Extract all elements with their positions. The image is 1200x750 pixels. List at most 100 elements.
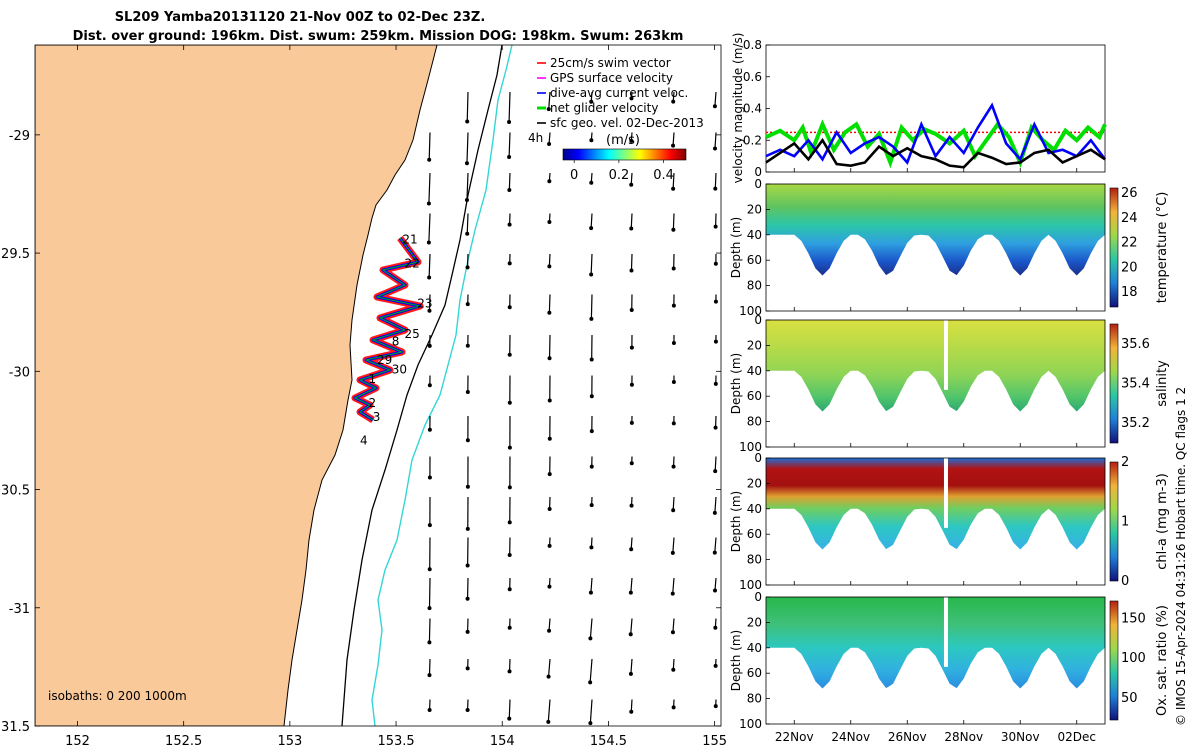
geo-vector (714, 172, 717, 189)
geo-vector (548, 253, 551, 267)
geo-vector-head (465, 707, 470, 712)
geo-vector (589, 699, 593, 724)
geo-vector-head (712, 104, 717, 109)
geo-vector-head (628, 590, 633, 595)
salinity-panel: 0 20 40 60 80 100 Depth (m) 35.2 35.4 35.6 salinit… (729, 313, 1170, 454)
velocity-series-2 (765, 102, 1107, 165)
temperature-y-tick-label: 20 (747, 202, 762, 216)
geo-vector-head (712, 510, 717, 515)
track-label-4: 4 (360, 434, 368, 448)
credit-text: © IMOS 15-Apr-2024 04:31:26 Hobart time.… (1174, 387, 1188, 726)
time-tick-label: 30Nov (1001, 730, 1040, 744)
geo-vector-head (671, 303, 676, 308)
geo-vector-head (713, 425, 718, 430)
geo-vector-head (507, 261, 512, 266)
chla-y-tick-label: 20 (747, 476, 762, 490)
time-tick-label: 24Nov (831, 730, 870, 744)
colorbar-tick-label: 0.2 (609, 168, 630, 183)
track-label-2: 2 (368, 396, 376, 410)
geo-vector-head (507, 716, 512, 721)
geo-vector-head (547, 220, 552, 225)
temperature-cbar-tick-label: 22 (1121, 236, 1138, 251)
geo-vector-head (713, 224, 718, 229)
geo-vector (428, 253, 431, 278)
track-label-23: 23 (417, 296, 432, 310)
legend-label: sfc geo. vel. 02-Dec-2013 (550, 116, 704, 130)
geo-vector-head (465, 484, 470, 489)
oxygen-panel: 0 20 40 60 80 100 Depth (m) 50 100 150 Ox. sat. ra… (729, 590, 1170, 731)
figure-title-line2: Dist. over ground: 196km. Dist. swum: 25… (73, 29, 684, 44)
geo-vector-head (547, 264, 552, 269)
geo-vector (672, 213, 675, 230)
geo-vector (589, 658, 593, 683)
geo-vector (548, 91, 551, 110)
track-net-velocity (353, 237, 421, 421)
geo-vector (672, 132, 675, 146)
geo-vector-head (507, 553, 512, 558)
geo-vector-head (629, 226, 634, 231)
geo-vector (428, 132, 431, 160)
geo-vector-head (507, 352, 512, 357)
chla-cbar-label: chl-a (mg m-3) (1155, 473, 1170, 570)
track-label-1: 1 (368, 372, 376, 386)
map-y-tick-label: 29.5 (1, 247, 30, 262)
geo-vector-head (589, 316, 594, 321)
geo-vector-head (547, 398, 552, 403)
salinity-ylabel: Depth (m) (729, 353, 743, 414)
geo-vector-head (507, 305, 512, 310)
map-y-tick-label: -29 (9, 129, 30, 144)
time-tick-label: 26Nov (888, 730, 927, 744)
geo-vector-head (547, 356, 552, 361)
geo-vector-head (629, 96, 634, 101)
map-x-tick-label: 155 (702, 734, 727, 749)
geo-vector-head (589, 357, 594, 362)
geo-vector-head (671, 421, 676, 426)
geo-vector-head (547, 584, 552, 589)
legend-label: dive-avg current veloc. (550, 86, 688, 100)
geo-vector-head (713, 663, 718, 668)
salinity-y-tick-label: 100 (739, 440, 762, 454)
salinity-y-tick-label: 0 (754, 313, 762, 327)
geo-vector-head (465, 666, 470, 671)
geo-vector-head (589, 503, 594, 508)
geo-vector-head (589, 180, 594, 185)
geo-vector-head (464, 198, 469, 203)
oxygen-y-tick-label: 20 (747, 615, 762, 629)
land-mass (35, 45, 438, 726)
colorbar-tick-label: 0.4 (653, 168, 674, 183)
oxygen-cbar-tick-label: 50 (1121, 691, 1138, 706)
oxygen-colorbar (1109, 600, 1119, 721)
velocity-ylabel: velocity magnitude (m/s) (731, 33, 745, 184)
isobath-200m (341, 45, 503, 726)
geo-vector (714, 91, 717, 107)
geo-vector-head (713, 381, 718, 386)
geo-vector-head (427, 567, 432, 572)
temperature-axes-frame (765, 183, 1106, 312)
velocity-series-3 (765, 137, 1106, 169)
geo-vector-head (427, 343, 432, 348)
geo-vector-head (589, 226, 594, 231)
geo-vector-head (547, 310, 552, 315)
geo-vector-head (629, 709, 634, 714)
geo-vector-head (713, 299, 718, 304)
glider-track (351, 235, 424, 423)
geo-vector (672, 172, 675, 189)
map-axis-ticks: 152 152.5 153 153.5 154 154.5 155-2929.5-3030.… (1, 45, 727, 749)
geo-vector-head (713, 588, 718, 593)
chla-data-gap (943, 458, 948, 528)
geo-vector-head (713, 704, 718, 709)
geo-vector-head (547, 472, 552, 477)
geo-vector (466, 172, 469, 201)
salinity-data-gap (943, 320, 948, 390)
geo-vector (428, 618, 431, 643)
geo-vector-head (427, 275, 432, 280)
geo-vector-head (547, 179, 552, 184)
map-x-tick-label: 153.5 (377, 734, 414, 749)
geo-vector-head (465, 390, 470, 395)
colorbar-tick-labels: 0 0.2 0.4 (570, 160, 674, 183)
chla-y-tick-label: 60 (747, 527, 762, 541)
velocity-y-tick-label: 0 (754, 165, 762, 179)
chla-cbar-tick-label: 0 (1121, 574, 1129, 589)
